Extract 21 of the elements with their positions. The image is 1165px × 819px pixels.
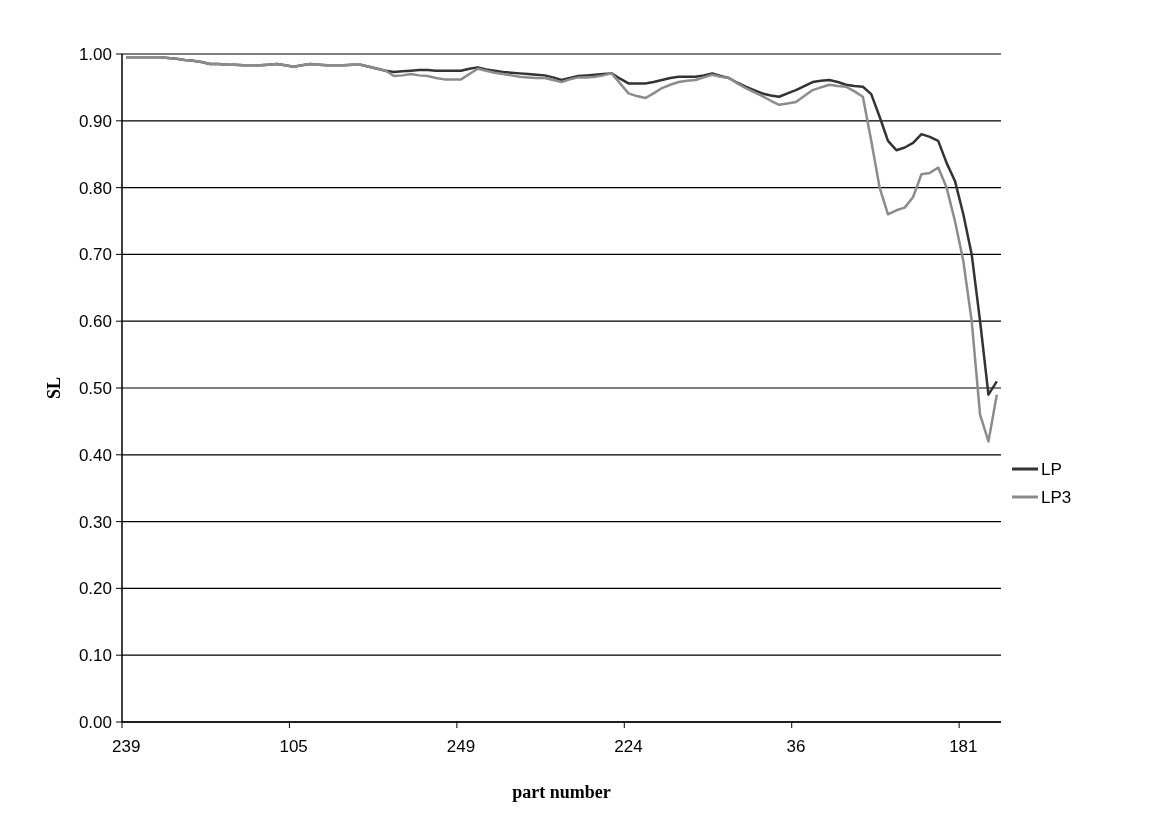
y-tick-label: 0.10: [78, 646, 112, 666]
y-tick-label: 1.00: [78, 44, 112, 64]
y-tick-label: 0.00: [78, 712, 112, 732]
x-tick-label: 36: [786, 737, 806, 756]
legend-label: LP: [1041, 459, 1062, 479]
x-axis-title: part number: [512, 782, 611, 802]
y-tick-label: 0.40: [78, 445, 112, 465]
x-tick-label: 249: [446, 737, 476, 756]
x-tick-label: 181: [949, 737, 978, 756]
y-tick-label: 0.50: [78, 378, 112, 398]
y-tick-label: 0.70: [78, 245, 112, 265]
x-tick-label: 239: [112, 737, 141, 756]
y-tick-label: 0.20: [78, 579, 112, 599]
legend-label: LP3: [1041, 487, 1072, 507]
y-tick-label: 0.30: [78, 512, 112, 532]
y-axis-title: SL: [44, 376, 64, 400]
x-tick-label: 105: [279, 737, 308, 756]
y-tick-label: 0.90: [78, 111, 112, 131]
x-tick-label: 224: [614, 737, 643, 756]
y-tick-label: 0.80: [78, 178, 112, 198]
y-tick-label: 0.60: [78, 312, 112, 332]
